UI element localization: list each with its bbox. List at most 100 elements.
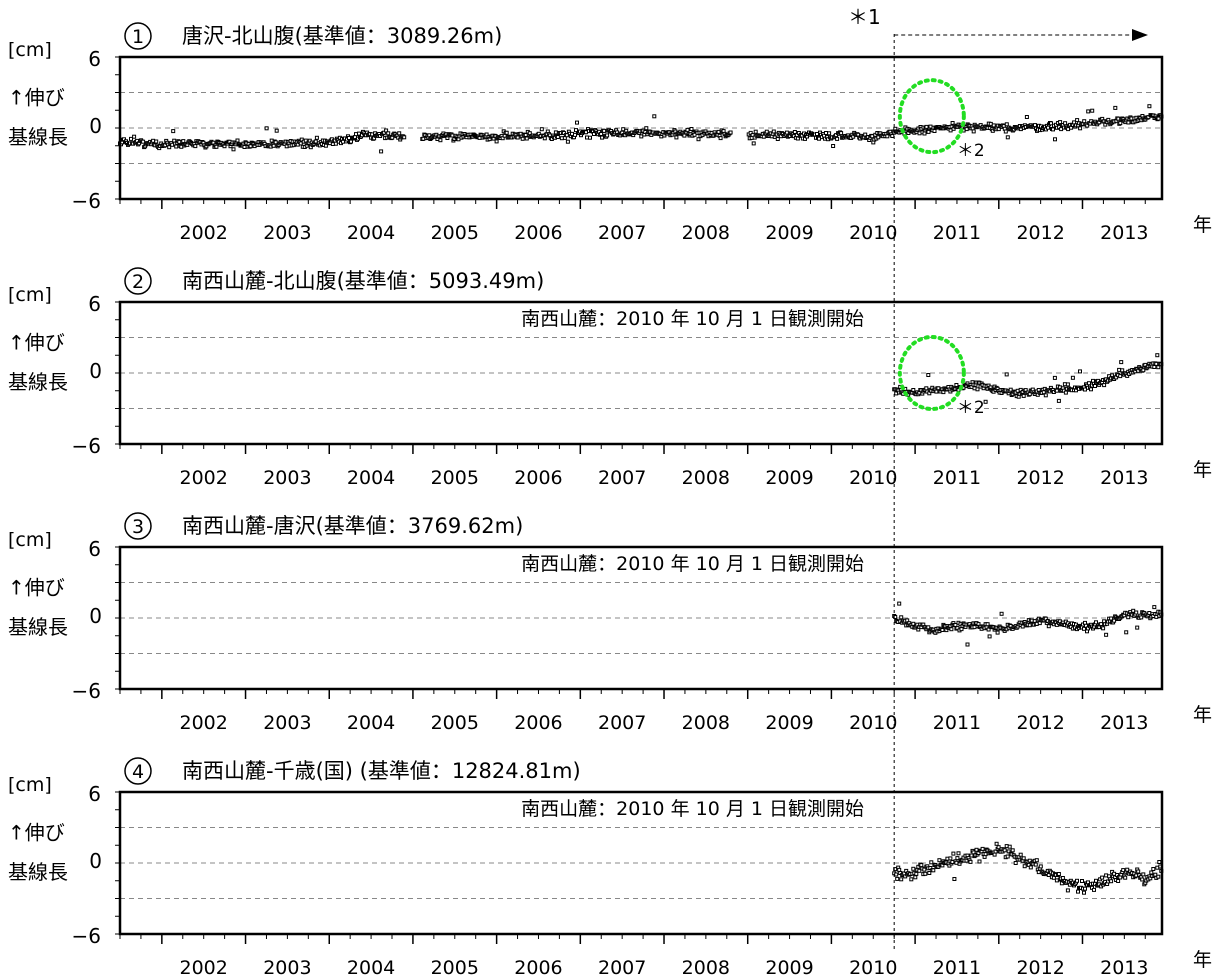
data-point xyxy=(895,876,900,881)
data-point xyxy=(1028,865,1033,870)
data-point xyxy=(987,634,992,639)
data-point xyxy=(504,130,509,135)
data-point xyxy=(937,858,942,863)
data-point xyxy=(397,131,402,136)
data-point xyxy=(1118,374,1123,379)
data-point xyxy=(751,141,756,146)
x-tick-label: 2012 xyxy=(1016,222,1064,244)
y-unit-label: [cm] xyxy=(8,529,52,551)
plot-frame xyxy=(118,790,1164,936)
y-tick-label: 6 xyxy=(88,47,101,71)
data-point xyxy=(827,131,832,136)
y-label-baseline: 基線長 xyxy=(8,615,68,639)
x-tick-label: 2003 xyxy=(263,467,311,489)
x-tick-label: 2006 xyxy=(514,712,562,734)
data-point xyxy=(1136,869,1141,874)
observation-note: 南西山麓：2010 年 10 月 1 日観測開始 xyxy=(521,308,864,330)
data-point xyxy=(965,642,970,647)
data-point xyxy=(897,601,902,606)
data-point xyxy=(1033,862,1038,867)
data-point xyxy=(964,127,969,132)
data-point xyxy=(975,387,980,392)
data-point xyxy=(1038,864,1043,869)
x-tick-label: 2011 xyxy=(933,467,981,489)
data-point xyxy=(644,126,649,131)
data-point xyxy=(955,856,960,861)
x-tick-label: 2010 xyxy=(849,712,897,734)
data-point xyxy=(954,383,959,387)
data-series xyxy=(892,841,1164,895)
data-point xyxy=(1004,372,1009,377)
y-unit-label: [cm] xyxy=(8,284,52,306)
data-point xyxy=(949,627,954,632)
x-tick-label: 2007 xyxy=(598,957,646,976)
data-point xyxy=(1102,383,1107,388)
data-point xyxy=(174,144,179,149)
data-point xyxy=(682,133,687,138)
x-tick-label: 2002 xyxy=(180,222,228,244)
y-label-extension: ↑伸び xyxy=(8,331,65,355)
data-point xyxy=(1119,360,1124,365)
chart-title: 唐沢-北山腹(基準値：3089.26m) xyxy=(182,24,502,48)
data-point xyxy=(1151,867,1156,871)
data-point xyxy=(438,138,443,143)
data-point xyxy=(968,859,973,864)
data-point xyxy=(835,136,840,141)
y-tick-label: 0 xyxy=(89,604,102,628)
data-point xyxy=(1043,393,1048,398)
x-tick-label: 2013 xyxy=(1100,712,1148,734)
y-tick-label: −6 xyxy=(72,924,101,948)
data-point xyxy=(1087,381,1091,386)
data-point xyxy=(1033,123,1037,128)
x-tick-label: 2008 xyxy=(682,222,730,244)
x-tick-label: 2002 xyxy=(180,712,228,734)
data-point xyxy=(602,128,607,133)
data-point xyxy=(1090,108,1095,113)
panel-number-circle xyxy=(124,757,152,785)
data-point xyxy=(314,135,319,140)
data-point xyxy=(1104,632,1109,637)
panel-number: 2 xyxy=(132,271,144,293)
data-point xyxy=(214,144,219,149)
data-point xyxy=(1075,118,1080,123)
data-point xyxy=(1157,860,1162,864)
data-point xyxy=(1063,390,1068,395)
data-point xyxy=(1018,852,1023,857)
x-tick-label: 2011 xyxy=(933,712,981,734)
data-point xyxy=(899,877,904,882)
data-point xyxy=(1135,625,1140,630)
y-label-baseline: 基線長 xyxy=(8,370,68,394)
data-point xyxy=(992,852,997,857)
data-series xyxy=(892,353,1164,404)
data-point xyxy=(1116,879,1121,883)
y-label-extension: ↑伸び xyxy=(8,821,65,845)
x-tick-label: 2009 xyxy=(765,712,813,734)
data-point xyxy=(1092,887,1096,892)
data-point xyxy=(1052,375,1057,380)
data-point xyxy=(685,127,690,132)
data-point xyxy=(924,386,929,391)
x-axis: 2002 2003 2004 2005 2006 2007 2008 2009 2010 2011… xyxy=(119,934,1212,976)
data-point xyxy=(674,135,679,140)
data-point xyxy=(1063,121,1068,126)
data-point xyxy=(402,135,407,140)
x-tick-label: 2002 xyxy=(180,467,228,489)
data-point xyxy=(1152,365,1157,369)
data-point xyxy=(539,127,544,132)
data-point xyxy=(151,138,156,143)
observation-note: 南西山麓：2010 年 10 月 1 日観測開始 xyxy=(521,798,864,820)
x-tick-label: 2007 xyxy=(598,467,646,489)
y-label-baseline: 基線長 xyxy=(8,125,68,149)
highlight-circle xyxy=(897,78,966,155)
x-tick-label: 2008 xyxy=(682,712,730,734)
y-tick-label: 6 xyxy=(88,292,101,316)
data-point xyxy=(231,147,236,152)
x-tick-label: 2003 xyxy=(263,957,311,976)
data-point xyxy=(605,133,610,138)
data-point xyxy=(1013,861,1018,865)
annotation-star-2: ＊2 xyxy=(957,141,985,161)
data-point xyxy=(1117,367,1122,372)
period-arrow-head xyxy=(1132,29,1148,41)
data-point xyxy=(386,131,391,136)
